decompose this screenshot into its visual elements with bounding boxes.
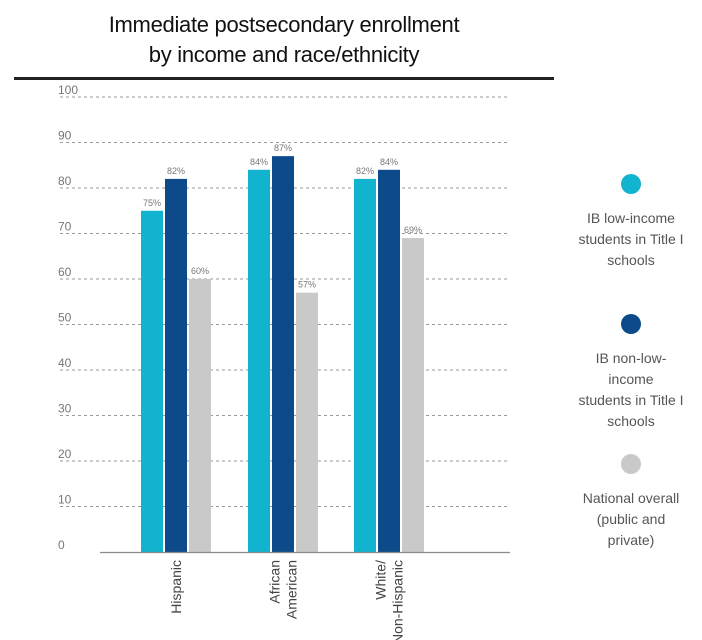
bar <box>272 156 294 552</box>
category-label-line: Hispanic <box>168 560 184 614</box>
legend-label-line: (public and private) <box>596 511 666 548</box>
bar <box>189 279 211 552</box>
category-label-line: African <box>267 560 283 604</box>
y-tick-label: 80 <box>58 174 72 188</box>
bars <box>141 156 424 553</box>
bar-value-label: 87% <box>274 143 292 153</box>
y-tick-label: 0 <box>58 538 65 552</box>
y-tick-label: 30 <box>58 402 72 416</box>
category-label-line: Non-Hispanic <box>390 560 406 640</box>
bar <box>248 169 270 553</box>
bar-value-label: 84% <box>380 157 398 167</box>
y-tick-label: 50 <box>58 311 72 325</box>
legend-label-line: National overall <box>582 490 680 506</box>
category-label: African American <box>267 560 300 619</box>
y-tick-label: 10 <box>58 493 72 507</box>
y-tick-label: 90 <box>58 129 72 143</box>
bar-value-label: 69% <box>404 225 422 235</box>
bar-value-label: 82% <box>356 166 374 176</box>
y-tick-label: 100 <box>58 83 78 97</box>
bar <box>378 169 400 553</box>
chart-title-line-1: Immediate postsecondary enrollment <box>108 12 460 37</box>
value-labels: 75% 82% 60% 84% 87% 57% 82% 84% 69% <box>143 143 422 290</box>
legend-label-line: schools <box>607 413 655 429</box>
y-tick-label: 70 <box>58 220 72 234</box>
category-label: Hispanic <box>168 560 184 614</box>
bar-value-label: 60% <box>191 266 209 276</box>
legend-item-ib-low-income: IB low-income students in Title I school… <box>560 174 702 271</box>
chart-title: Immediate postsecondary enrollment by in… <box>14 10 554 70</box>
legend-label-line: IB low-income <box>587 210 675 226</box>
legend-swatch-ib-non-low-income <box>621 314 641 334</box>
x-axis-category-labels: Hispanic African American White/Non-Hispani… <box>168 560 406 640</box>
legend-label-line: IB non-low-income <box>595 350 667 387</box>
bar <box>402 238 424 553</box>
title-underline <box>14 77 554 80</box>
legend-item-ib-non-low-income: IB non-low-income students in Title I sc… <box>560 314 702 432</box>
y-tick-label: 60 <box>58 265 72 279</box>
y-tick-label: 20 <box>58 447 72 461</box>
bar <box>165 178 187 552</box>
category-label: White/Non-Hispanic <box>373 560 406 640</box>
legend-label-line: students in Title I <box>578 392 684 408</box>
chart-title-line-2: by income and race/ethnicity <box>148 42 420 67</box>
bar-value-label: 57% <box>298 280 316 290</box>
bar <box>296 292 318 552</box>
bar-value-label: 82% <box>167 166 185 176</box>
bar <box>141 210 163 552</box>
category-label-line: American <box>284 560 300 619</box>
legend-swatch-national-overall <box>621 454 641 474</box>
bar-value-label: 84% <box>250 157 268 167</box>
category-label-line: White/ <box>373 560 389 600</box>
bar-value-label: 75% <box>143 198 161 208</box>
legend-label-line: schools <box>607 252 655 268</box>
bar <box>354 178 376 552</box>
y-tick-label: 40 <box>58 356 72 370</box>
legend-swatch-ib-low-income <box>621 174 641 194</box>
y-axis-tick-labels: 0 10 20 30 40 50 60 70 80 90 100 <box>58 83 78 552</box>
legend-item-national-overall: National overall (public and private) <box>560 454 702 551</box>
legend-label-line: students in Title I <box>578 231 684 247</box>
